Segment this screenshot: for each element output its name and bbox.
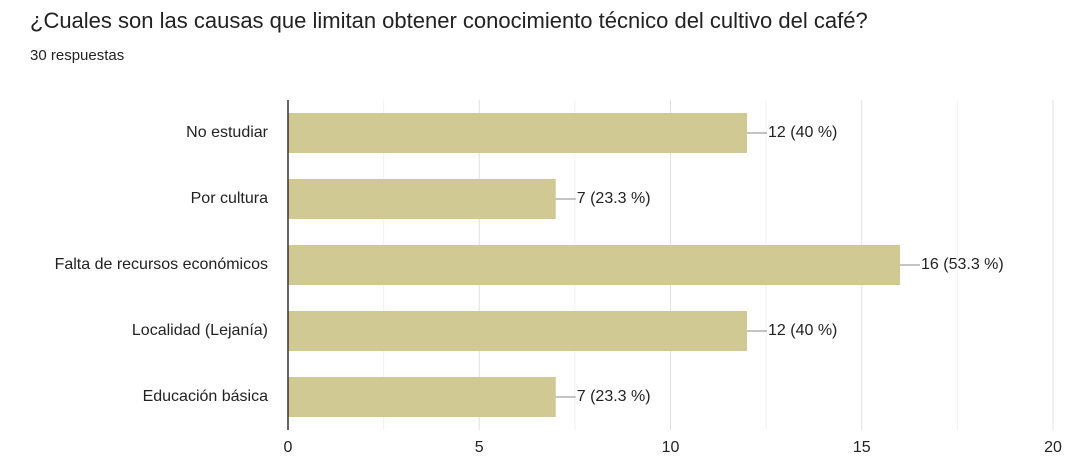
y-tick-label: Educación básica	[143, 388, 269, 405]
bar	[288, 377, 556, 417]
x-tick-label: 15	[853, 439, 871, 456]
bar	[288, 245, 900, 285]
y-tick-label: Localidad (Lejanía)	[132, 322, 268, 339]
value-label: 12 (40 %)	[768, 124, 837, 141]
x-tick-label: 5	[475, 439, 484, 456]
bar	[288, 179, 556, 219]
value-label: 7 (23.3 %)	[577, 190, 651, 207]
bar	[288, 311, 747, 351]
y-tick-label: No estudiar	[186, 124, 268, 141]
value-label: 7 (23.3 %)	[577, 388, 651, 405]
y-tick-label: Falta de recursos económicos	[55, 256, 268, 273]
bar	[288, 113, 747, 153]
value-label: 12 (40 %)	[768, 322, 837, 339]
y-tick-label: Por cultura	[191, 190, 268, 207]
x-tick-label: 20	[1044, 439, 1062, 456]
x-tick-label: 0	[284, 439, 293, 456]
chart-subtitle: 30 respuestas	[30, 47, 124, 64]
chart-title: ¿Cuales son las causas que limitan obten…	[30, 8, 868, 33]
x-tick-label: 10	[662, 439, 680, 456]
value-label: 16 (53.3 %)	[921, 256, 1004, 273]
